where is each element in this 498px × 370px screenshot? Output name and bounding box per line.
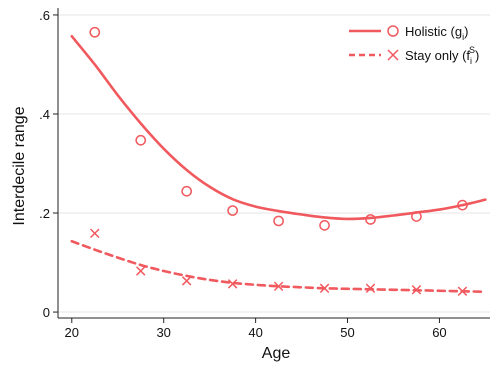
y-tick-label: .2 (39, 206, 50, 221)
data-point-circle (135, 134, 147, 146)
data-markers (89, 26, 468, 296)
legend-stay-sub: i (470, 56, 472, 66)
legend-stay-sup: S (469, 45, 475, 55)
x-tick-label: 30 (156, 325, 170, 340)
x-tick-label: 40 (248, 325, 262, 340)
data-point-circle (319, 220, 330, 231)
data-point-x (457, 286, 468, 296)
y-axis-title: Interdecile range (11, 106, 28, 225)
data-point-x (227, 279, 238, 289)
data-point-x (273, 281, 284, 292)
y-tick-label: .4 (39, 107, 50, 122)
data-point-circle (273, 215, 284, 227)
data-point-x (135, 266, 146, 276)
data-point-circle (181, 185, 193, 197)
y-tick-label: .6 (39, 8, 50, 23)
fit-lines (70, 34, 487, 294)
fit-line-series-0 (70, 34, 487, 221)
data-point-x (181, 276, 192, 286)
data-point-circle (457, 199, 468, 211)
legend-holistic-end: ) (464, 24, 468, 39)
legend-label-holistic: Holistic (gi) (405, 24, 468, 42)
axes: 0 .2 .4 .6 20 30 40 50 60 (39, 8, 490, 340)
legend: Holistic (gi) Stay only (fiS) (349, 24, 479, 66)
data-point-circle (411, 211, 422, 222)
legend-marker-circle (387, 25, 399, 37)
data-point-x (411, 285, 422, 295)
legend-marker-x (387, 49, 399, 61)
x-tick-label: 20 (65, 325, 79, 340)
x-axis-title: Age (262, 345, 291, 362)
data-point-circle (89, 26, 101, 38)
legend-stay-end: ) (475, 48, 479, 63)
y-tick-label: 0 (43, 305, 50, 320)
data-point-x (365, 283, 376, 294)
x-tick-label: 50 (340, 325, 354, 340)
legend-holistic-sub: i (462, 32, 464, 42)
legend-holistic-name: Holistic (g (405, 24, 462, 39)
legend-label-stay-only: Stay only (fiS) (405, 45, 479, 66)
fit-line-series-1 (70, 239, 487, 294)
data-point-x (319, 283, 330, 294)
data-point-circle (365, 214, 376, 225)
data-point-circle (227, 205, 238, 216)
legend-stay-name: Stay only (f (405, 48, 470, 63)
data-point-x (90, 228, 100, 239)
x-tick-label: 60 (432, 325, 446, 340)
